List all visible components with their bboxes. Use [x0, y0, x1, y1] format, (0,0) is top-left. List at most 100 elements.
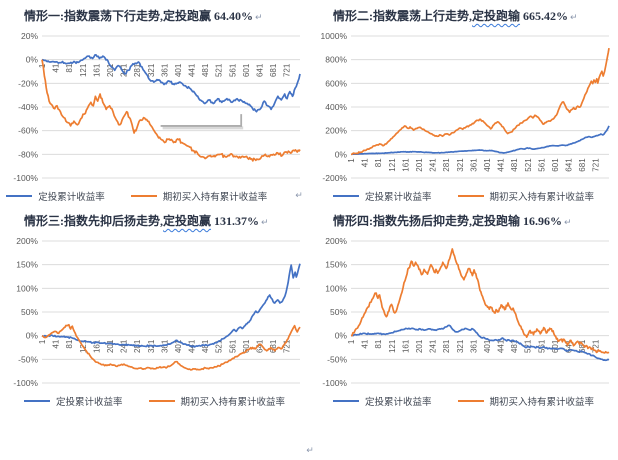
svg-text:-20%: -20%	[18, 78, 38, 88]
svg-text:481: 481	[510, 158, 519, 172]
svg-text:641: 641	[565, 158, 574, 172]
svg-text:401: 401	[483, 339, 492, 353]
svg-text:400%: 400%	[325, 102, 347, 112]
svg-text:361: 361	[160, 339, 169, 353]
gridlines	[42, 240, 300, 384]
svg-text:601: 601	[242, 63, 251, 77]
chart-legend: 定投累计收益率 期初买入持有累计收益率	[0, 392, 309, 410]
svg-text:681: 681	[269, 63, 278, 77]
svg-text:-80%: -80%	[18, 149, 38, 159]
svg-text:1: 1	[347, 158, 356, 163]
paragraph-mark-icon: ↵	[261, 218, 269, 228]
svg-text:481: 481	[201, 339, 210, 353]
svg-text:100%: 100%	[325, 283, 347, 293]
y-axis-labels: 200% 150% 100% 50% 0% -50% -100%	[322, 236, 347, 388]
title-marked-text: 定投跑输	[472, 9, 521, 23]
legend-label-dca: 定投累计收益率	[55, 397, 123, 408]
y-axis-labels: 20% 0% -20% -40% -60% -80% -100%	[13, 31, 38, 183]
legend-line-swatch-hold	[130, 195, 157, 197]
legend-line-swatch-hold	[457, 400, 484, 402]
series-line-dca	[351, 125, 610, 156]
legend-line-swatch-dca	[332, 195, 359, 197]
svg-text:200%: 200%	[16, 236, 38, 246]
legend-label-hold: 期初买入持有累计收益率	[180, 397, 286, 408]
svg-text:401: 401	[174, 339, 183, 353]
bottom-paragraph-mark: ↵	[0, 440, 618, 458]
gridlines	[351, 35, 609, 179]
svg-text:721: 721	[283, 339, 292, 353]
svg-text:-100%: -100%	[322, 378, 347, 388]
title-text: 情形二:指数震荡上行走势,	[333, 9, 472, 23]
svg-text:241: 241	[429, 158, 438, 172]
series-line-hold	[350, 47, 610, 156]
svg-text:441: 441	[188, 63, 197, 77]
svg-text:681: 681	[578, 158, 587, 172]
svg-text:361: 361	[469, 158, 478, 172]
title-result-value: 665.42%	[523, 9, 569, 23]
charts-grid: 情形一:指数震荡下行走势,定投跑赢 64.40% ↵ 20% 0% -20% -40% -…	[0, 0, 618, 410]
x-axis-labels: 1 41 81 121 161 201 241 281 321 361 401 441 481 521 56…	[347, 339, 601, 353]
svg-text:200%: 200%	[325, 236, 347, 246]
title-result-value: 64.40%	[214, 9, 254, 23]
svg-text:601: 601	[242, 339, 251, 353]
svg-text:401: 401	[174, 63, 183, 77]
callout-shape	[160, 114, 243, 127]
svg-text:0%: 0%	[26, 55, 39, 65]
svg-text:321: 321	[147, 63, 156, 77]
series-line-dca	[41, 54, 301, 113]
svg-text:201: 201	[415, 158, 424, 172]
svg-text:721: 721	[283, 63, 292, 77]
svg-text:561: 561	[537, 158, 546, 172]
svg-text:521: 521	[524, 158, 533, 172]
y-axis-labels: 200% 150% 100% 50% 0% -50% -100%	[13, 236, 38, 388]
legend-label-dca: 定投累计收益率	[364, 192, 432, 203]
chart-title-scenario2: 情形二:指数震荡上行走势,定投跑输 665.42% ↵	[333, 6, 618, 26]
chart-panel-scenario3: 情形三:指数先抑后扬走势,定投跑赢 131.37% ↵ 200% 1 50% 100% 5…	[0, 205, 309, 410]
svg-text:50%: 50%	[330, 307, 347, 317]
line-chart-scenario3: 200%150%100%50%0%-50%-100%1 41 81 121 161 201…	[13, 236, 301, 388]
svg-text:601: 601	[551, 158, 560, 172]
title-result-value: 16.96%	[523, 214, 562, 228]
title-text: 情形三:指数先抑后扬走势,	[24, 214, 163, 228]
svg-text:100%: 100%	[16, 283, 38, 293]
legend-line-swatch-hold	[148, 400, 175, 402]
svg-text:1: 1	[38, 339, 47, 344]
svg-text:1000%: 1000%	[321, 31, 348, 41]
svg-text:681: 681	[578, 339, 587, 353]
svg-text:721: 721	[592, 158, 601, 172]
title-result-value: 131.37%	[214, 214, 260, 228]
svg-text:0%: 0%	[26, 331, 39, 341]
chart-legend: 定投累计收益率 期初买入持有累计收益率	[309, 392, 618, 410]
svg-text:-60%: -60%	[18, 126, 38, 136]
chart-legend: 定投累计收益率 期初买入持有累计收益率	[309, 187, 618, 205]
svg-text:361: 361	[469, 339, 478, 353]
svg-text:481: 481	[201, 63, 210, 77]
chart-panel-scenario2: 情形二:指数震荡上行走势,定投跑输 665.42% ↵ 1000% 800% 600%…	[309, 0, 618, 205]
svg-text:20%: 20%	[21, 31, 38, 41]
legend-item-hold: 期初买入持有累计收益率	[130, 189, 267, 203]
svg-text:321: 321	[456, 339, 465, 353]
gridlines	[351, 240, 609, 384]
line-chart-scenario4: 200% 150% 100% 50% 0% -50% -100% 1 41 81 121 161 201…	[322, 236, 610, 388]
svg-text:201: 201	[106, 63, 115, 77]
chart-title-scenario4: 情形四:指数先扬后抑走势,定投跑输 16.96% ↵	[333, 211, 618, 231]
legend-label-hold: 期初买入持有累计收益率	[489, 192, 595, 203]
title-text: 情形四:指数先扬后抑走势,定投跑输	[333, 214, 523, 228]
chart-title-scenario3: 情形三:指数先抑后扬走势,定投跑赢 131.37% ↵	[24, 211, 309, 231]
svg-text:521: 521	[215, 339, 224, 353]
svg-text:241: 241	[120, 63, 129, 77]
svg-text:50%: 50%	[21, 307, 38, 317]
svg-text:81: 81	[65, 339, 74, 348]
title-marked-text: 定投跑赢	[163, 214, 212, 228]
paragraph-mark-icon: ↵	[295, 191, 303, 201]
series-line-dca	[350, 324, 610, 362]
legend-item-dca: 定投累计收益率	[23, 394, 123, 408]
legend-item-dca: 定投累计收益率	[6, 189, 105, 203]
paragraph-mark-icon: ↵	[570, 13, 578, 23]
svg-text:241: 241	[120, 339, 129, 353]
svg-text:601: 601	[551, 339, 560, 353]
svg-text:401: 401	[483, 158, 492, 172]
svg-text:281: 281	[133, 63, 142, 77]
y-axis-labels: 1000% 800% 600% 400% 200% 0% -200%	[321, 31, 348, 183]
paragraph-mark-icon: ↵	[564, 218, 572, 228]
